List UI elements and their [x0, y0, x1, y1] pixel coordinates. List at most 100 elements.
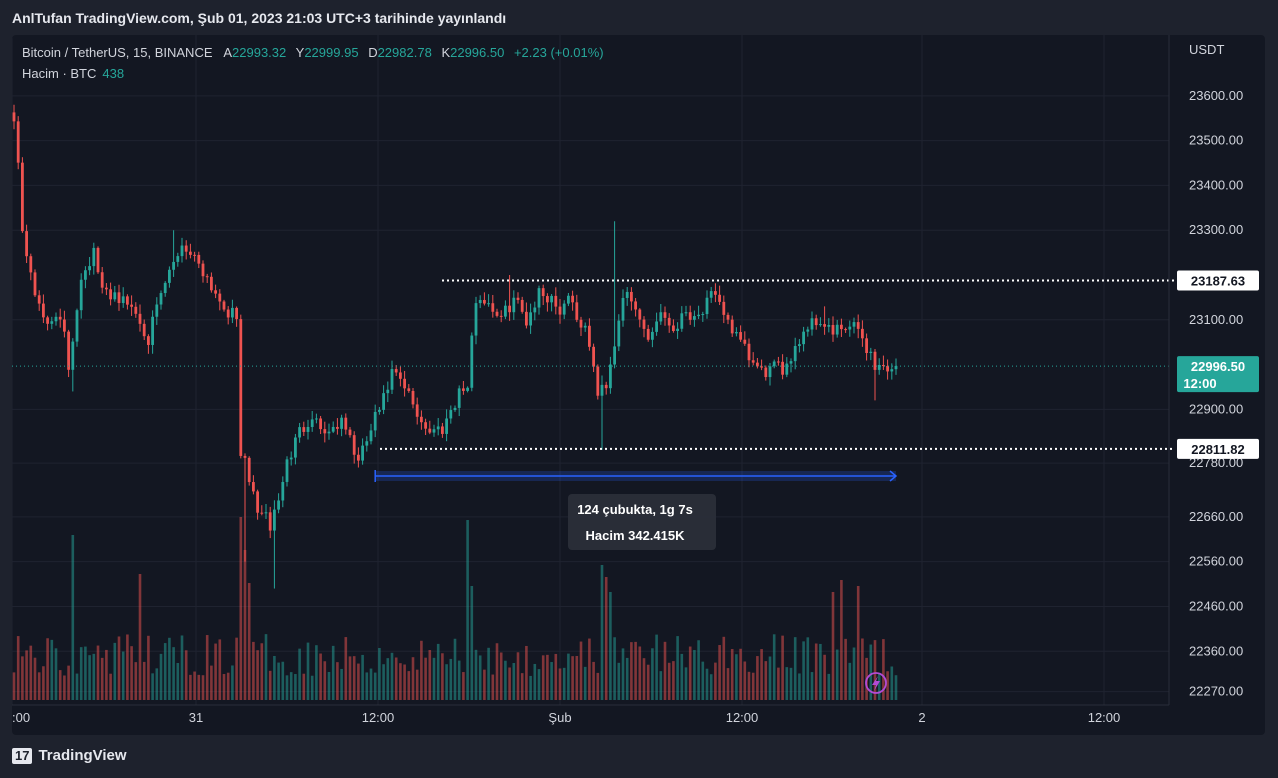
candle-body — [462, 388, 465, 391]
volume-bar — [407, 671, 411, 700]
candle-body — [344, 417, 348, 430]
volume-legend[interactable]: Hacim · BTC 438 — [22, 66, 124, 81]
volume-bar — [84, 646, 87, 700]
candle-body — [760, 366, 763, 368]
candle-body — [533, 307, 537, 313]
volume-bar — [33, 657, 37, 700]
candle-body — [571, 295, 574, 303]
low-value: 22982.78 — [377, 45, 432, 60]
candle-body — [722, 301, 726, 315]
volume-bar — [172, 647, 175, 700]
candle-body — [466, 387, 469, 391]
candle-body — [399, 372, 402, 379]
volume-bar — [466, 520, 469, 700]
symbol-legend[interactable]: Bitcoin / TetherUS, 15, BINANCE A22993.3… — [22, 45, 610, 60]
volume-bar — [819, 643, 822, 700]
candle-body — [453, 407, 457, 411]
volume-bar — [319, 653, 322, 700]
time-tick-label: 12:00 — [362, 710, 395, 725]
candle-body — [336, 426, 339, 429]
volume-bar — [764, 661, 768, 700]
candle-body — [126, 296, 129, 305]
volume-bar — [361, 654, 364, 700]
open-label: A — [223, 45, 233, 60]
candle-body — [445, 418, 448, 434]
volume-bar — [189, 674, 192, 700]
candle-body — [197, 254, 201, 264]
candle-body — [394, 369, 398, 373]
volume-bar — [315, 645, 318, 700]
volume-bar — [92, 653, 96, 700]
volume-bar — [747, 671, 751, 700]
lightning-icon — [872, 676, 880, 691]
volume-bar — [121, 651, 125, 700]
candle-body — [176, 256, 180, 262]
candle-body — [369, 430, 373, 442]
volume-bar — [772, 634, 776, 700]
volume-bar — [21, 656, 24, 700]
price-tick-label: 23500.00 — [1189, 133, 1243, 148]
candle-body — [239, 319, 243, 456]
volume-bar — [533, 663, 537, 700]
price-tick-label: 22660.00 — [1189, 509, 1243, 524]
candle-body — [348, 429, 352, 436]
candle-body — [798, 344, 801, 347]
measure-bars-text: 124 çubukta, 1g 7s — [577, 502, 693, 517]
price-chart[interactable]: 124 çubukta, 1g 7s Hacim 342.415K 23600.0… — [12, 35, 1265, 735]
candle-body — [802, 331, 805, 345]
volume-bar — [205, 635, 209, 700]
candle-body — [67, 331, 70, 370]
candle-body — [562, 303, 566, 315]
candle-body — [121, 296, 125, 304]
high-value: 22999.95 — [304, 45, 359, 60]
candle-body — [886, 365, 889, 372]
candle-body — [79, 279, 83, 311]
candle-body — [319, 418, 322, 430]
candle-body — [827, 325, 831, 327]
candle-body — [642, 319, 646, 329]
volume-bar — [378, 648, 381, 700]
candle-body — [785, 363, 789, 375]
candle-body — [226, 309, 230, 318]
volume-bar — [684, 667, 688, 700]
candle-body — [142, 323, 146, 337]
candle-body — [567, 295, 570, 304]
candle-body — [789, 361, 793, 364]
candle-body — [487, 303, 490, 305]
volume-bar — [861, 638, 864, 700]
overlays: 124 çubukta, 1g 7s Hacim 342.415K — [12, 279, 1175, 694]
volume-bar — [457, 660, 461, 700]
volume-bar — [789, 667, 793, 700]
volume-bar — [340, 668, 343, 700]
candle-body — [432, 429, 436, 433]
volume-bar — [453, 638, 457, 700]
currency-label[interactable]: USDT — [1189, 42, 1225, 57]
candle-body — [861, 328, 864, 339]
candle-body — [147, 336, 150, 345]
candle-body — [743, 339, 747, 344]
change-value: +2.23 (+0.01%) — [513, 45, 604, 60]
volume-bar — [130, 646, 133, 700]
volume-bar — [252, 641, 255, 700]
candle-body — [189, 251, 192, 255]
symbol-name[interactable]: Bitcoin / TetherUS, 15, BINANCE — [22, 45, 213, 60]
candle-body — [180, 245, 184, 257]
chart-grid — [12, 35, 1169, 705]
candle-body — [550, 295, 553, 303]
volume-bar — [117, 636, 121, 700]
volume-bar — [176, 662, 180, 700]
candle-body — [151, 316, 154, 345]
candle-body — [730, 319, 734, 334]
volume-bar — [218, 639, 222, 700]
volume-bar — [281, 661, 285, 700]
volume-bar — [243, 550, 247, 700]
volume-bar — [848, 662, 852, 700]
volume-bar — [285, 675, 289, 700]
volume-bar — [512, 663, 516, 700]
candle-body — [596, 366, 600, 396]
volume-bar — [487, 647, 490, 700]
candle-body — [768, 366, 772, 378]
chart-frame[interactable]: 124 çubukta, 1g 7s Hacim 342.415K 23600.0… — [12, 35, 1265, 735]
candle-body — [499, 315, 503, 317]
volume-bar — [12, 672, 16, 700]
